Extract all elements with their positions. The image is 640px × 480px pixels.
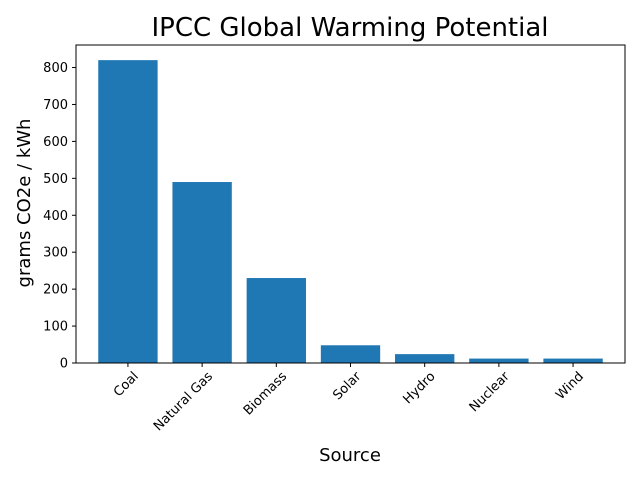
bar-biomass	[246, 278, 306, 363]
x-axis-ticks: Coal Natural Gas Biomass Solar Hydro Nuclear W…	[111, 363, 587, 434]
x-tick-label: Biomass	[241, 369, 290, 418]
x-tick-label: Coal	[111, 369, 142, 400]
y-axis-ticks: 0 100 200 300 400 500 600 700 800	[43, 61, 76, 372]
x-tick-label: Natural Gas	[151, 369, 216, 434]
x-tick-label: Nuclear	[467, 369, 513, 415]
bar-solar	[320, 345, 381, 363]
plot-frame	[75, 44, 626, 364]
x-tick-label: Solar	[330, 369, 364, 403]
y-tick-label: 500	[43, 172, 68, 187]
y-axis-label: grams CO2e / kWh	[14, 119, 35, 288]
y-tick-label: 0	[60, 357, 68, 372]
bars-group	[98, 60, 603, 364]
bar-natural-gas	[172, 182, 232, 363]
x-axis-label: Source	[319, 445, 381, 466]
x-tick-label: Wind	[553, 369, 587, 403]
y-tick-label: 200	[43, 283, 68, 298]
bar-coal	[98, 60, 158, 364]
y-tick-label: 300	[43, 246, 68, 261]
bar-wind	[543, 358, 603, 363]
y-tick-label: 100	[43, 320, 68, 335]
y-tick-label: 600	[43, 135, 68, 150]
y-tick-label: 700	[43, 98, 68, 113]
y-tick-label: 800	[43, 61, 68, 76]
bar-nuclear	[469, 358, 529, 363]
bar-hydro	[395, 354, 455, 363]
chart-title: IPCC Global Warming Potential	[151, 13, 548, 43]
y-tick-label: 400	[43, 209, 68, 224]
x-tick-label: Hydro	[401, 369, 439, 407]
